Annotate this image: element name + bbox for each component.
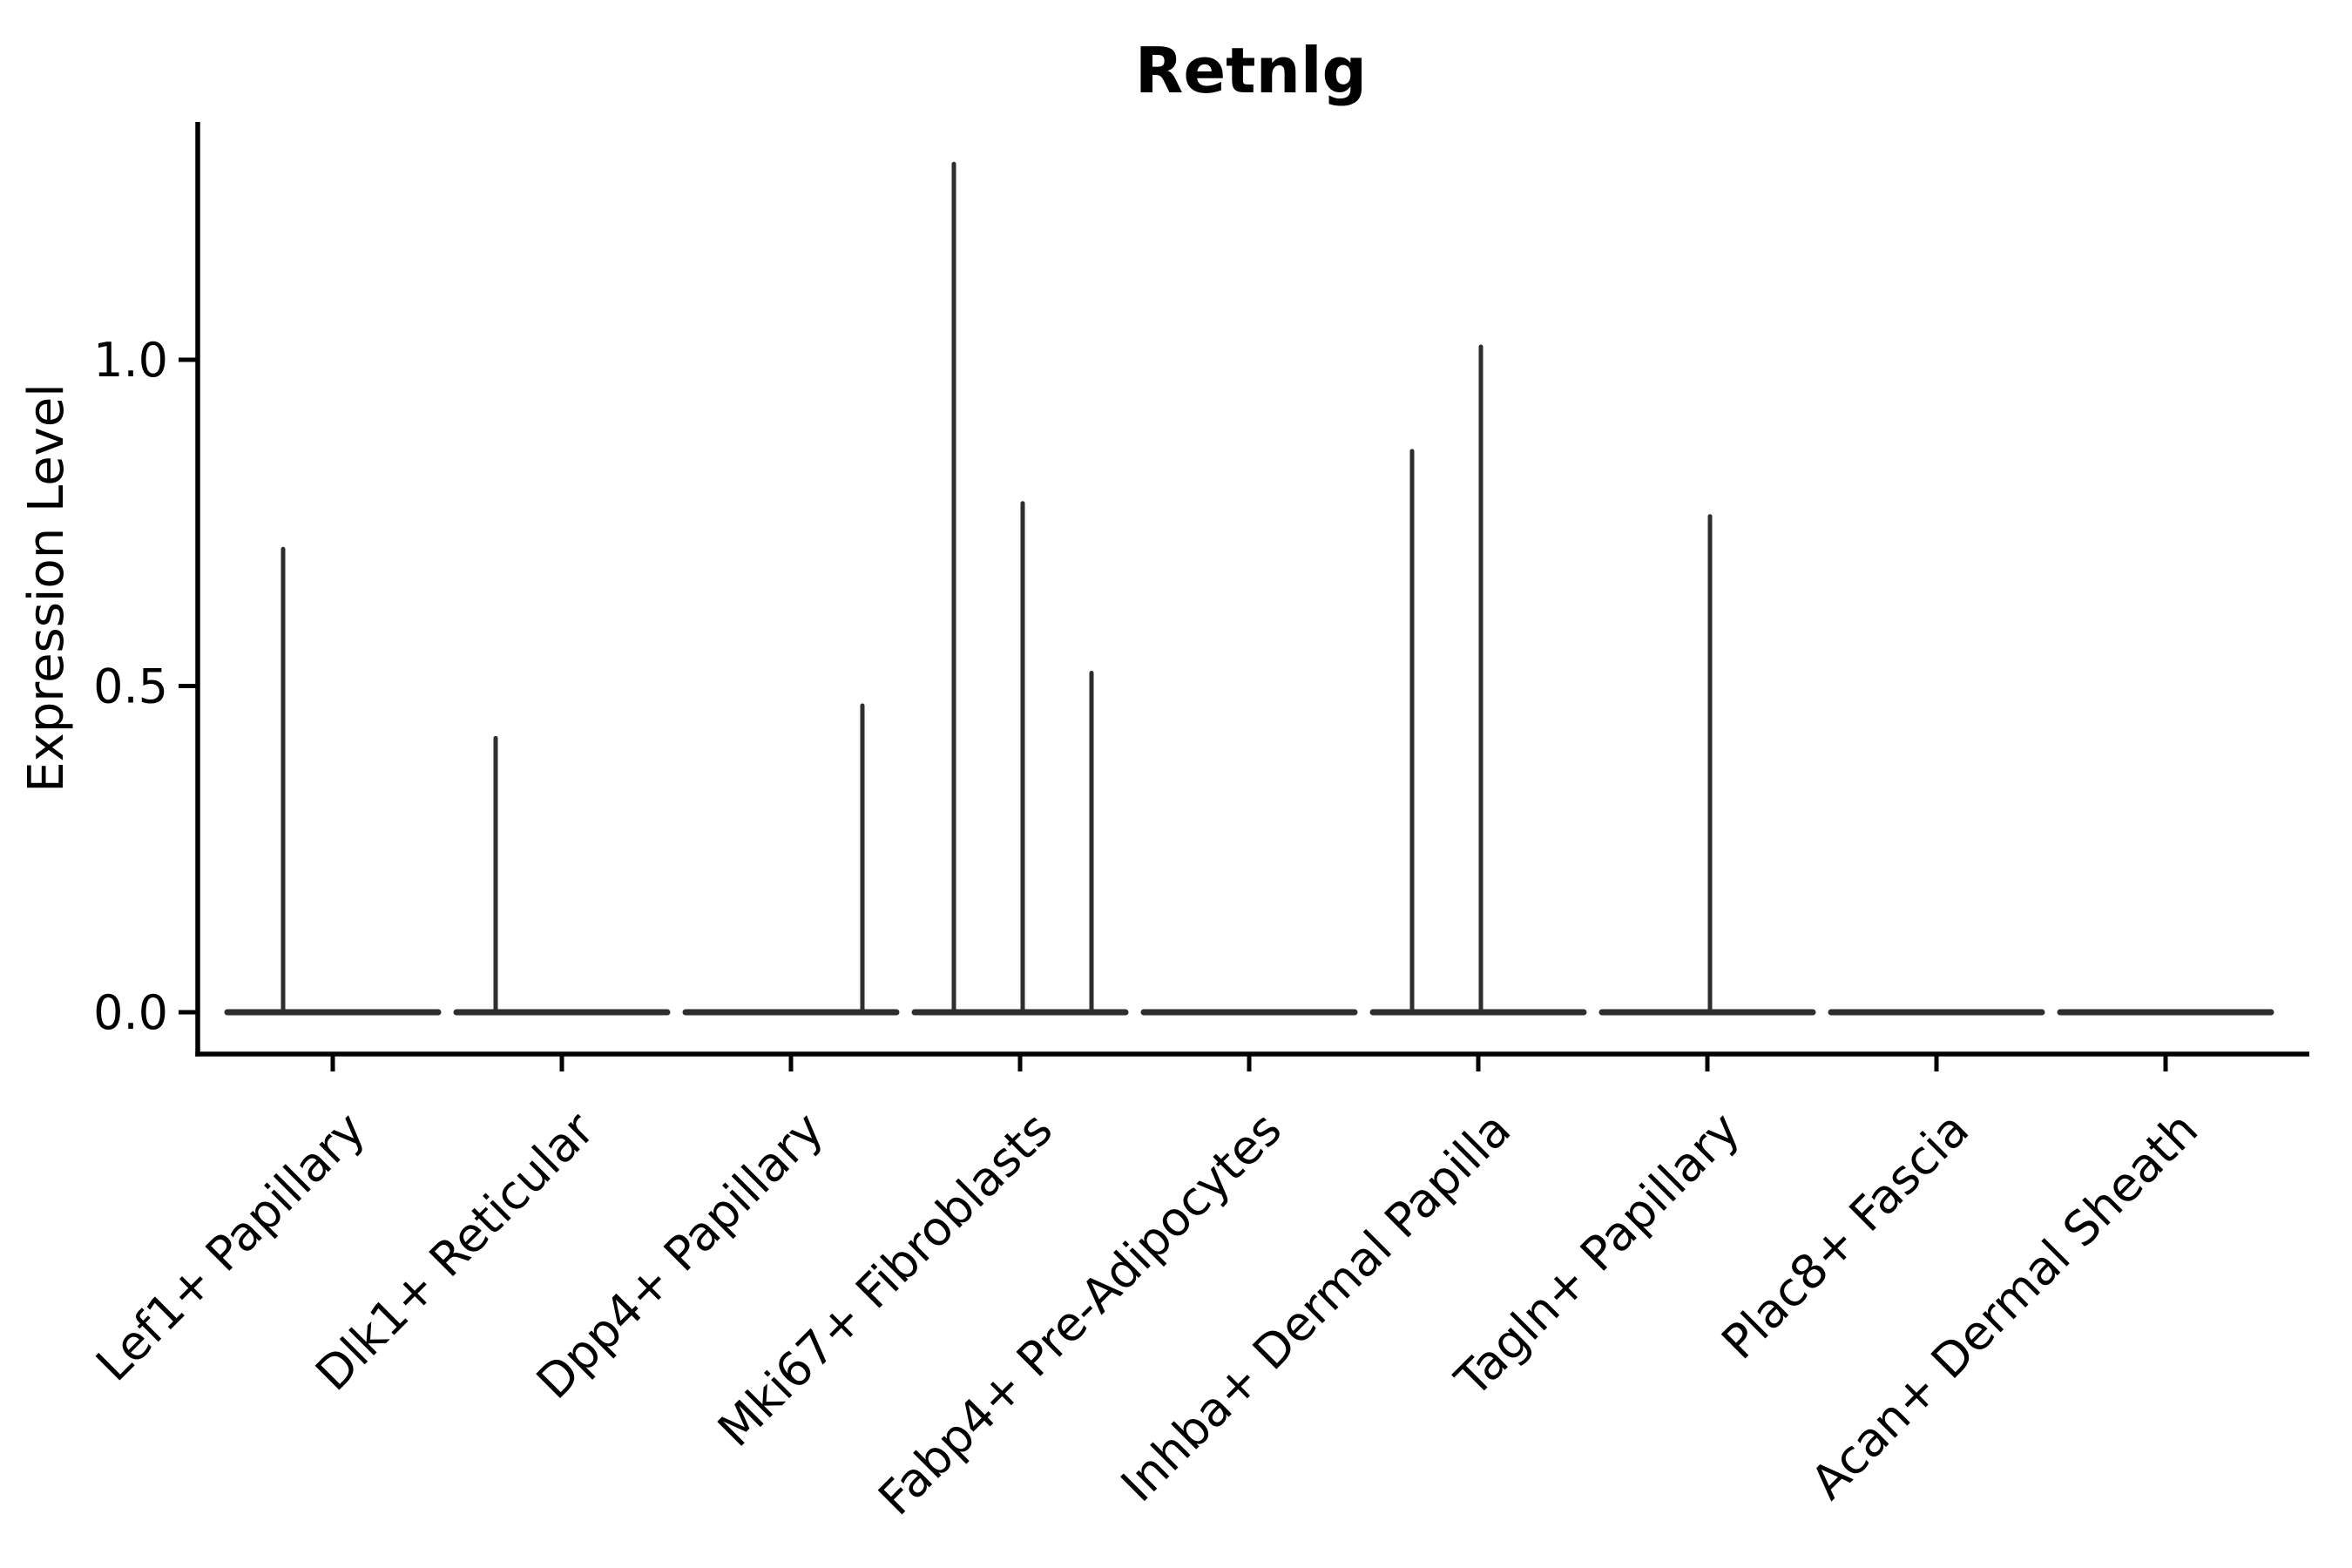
- violin-5: [1369, 344, 1587, 1016]
- violin-0: [224, 546, 442, 1016]
- x-tick-label: Acan+ Dermal Sheath: [1801, 1102, 2208, 1510]
- y-axis-label: Expression Level: [18, 383, 75, 793]
- x-tick-label: Fabp4+ Pre-Adipocytes: [868, 1102, 1292, 1526]
- x-tick-label: Plac8+ Fascia: [1711, 1102, 1979, 1370]
- violin-1: [453, 735, 671, 1016]
- violin-6: [1598, 514, 1816, 1016]
- x-tick-label: Inhba+ Dermal Papilla: [1111, 1102, 1521, 1512]
- y-tick-label: 0.5: [93, 659, 168, 714]
- violin-2: [682, 703, 900, 1016]
- violin-3: [911, 161, 1129, 1016]
- y-tick-label: 1.0: [93, 333, 168, 388]
- chart-title: Retnlg: [1135, 34, 1367, 107]
- y-tick-label: 0.0: [93, 985, 168, 1040]
